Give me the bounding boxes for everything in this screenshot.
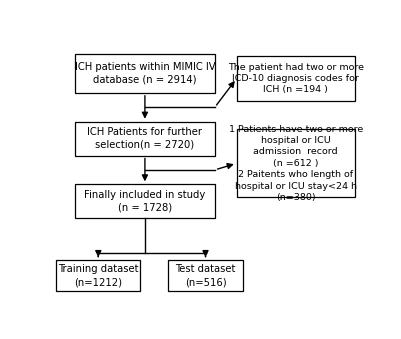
Text: 1 Patients have two or more
hospital or ICU
admission  record
(n =612 )
2 Paiten: 1 Patients have two or more hospital or …	[229, 124, 363, 202]
FancyBboxPatch shape	[75, 122, 215, 156]
FancyBboxPatch shape	[237, 56, 355, 101]
Text: Finally included in study
(n = 1728): Finally included in study (n = 1728)	[84, 190, 206, 213]
Text: ICH patients within MIMIC IV
database (n = 2914): ICH patients within MIMIC IV database (n…	[75, 62, 215, 85]
Text: Test dataset
(n=516): Test dataset (n=516)	[175, 264, 236, 287]
FancyBboxPatch shape	[56, 260, 140, 291]
Text: The patient had two or more
ICD-10 diagnosis codes for
ICH (n =194 ): The patient had two or more ICD-10 diagn…	[228, 63, 364, 95]
FancyBboxPatch shape	[75, 184, 215, 218]
FancyBboxPatch shape	[75, 54, 215, 93]
FancyBboxPatch shape	[168, 260, 243, 291]
FancyBboxPatch shape	[237, 129, 355, 197]
Text: Training dataset
(n=1212): Training dataset (n=1212)	[58, 264, 138, 287]
Text: ICH Patients for further
selection(n = 2720): ICH Patients for further selection(n = 2…	[87, 127, 203, 150]
